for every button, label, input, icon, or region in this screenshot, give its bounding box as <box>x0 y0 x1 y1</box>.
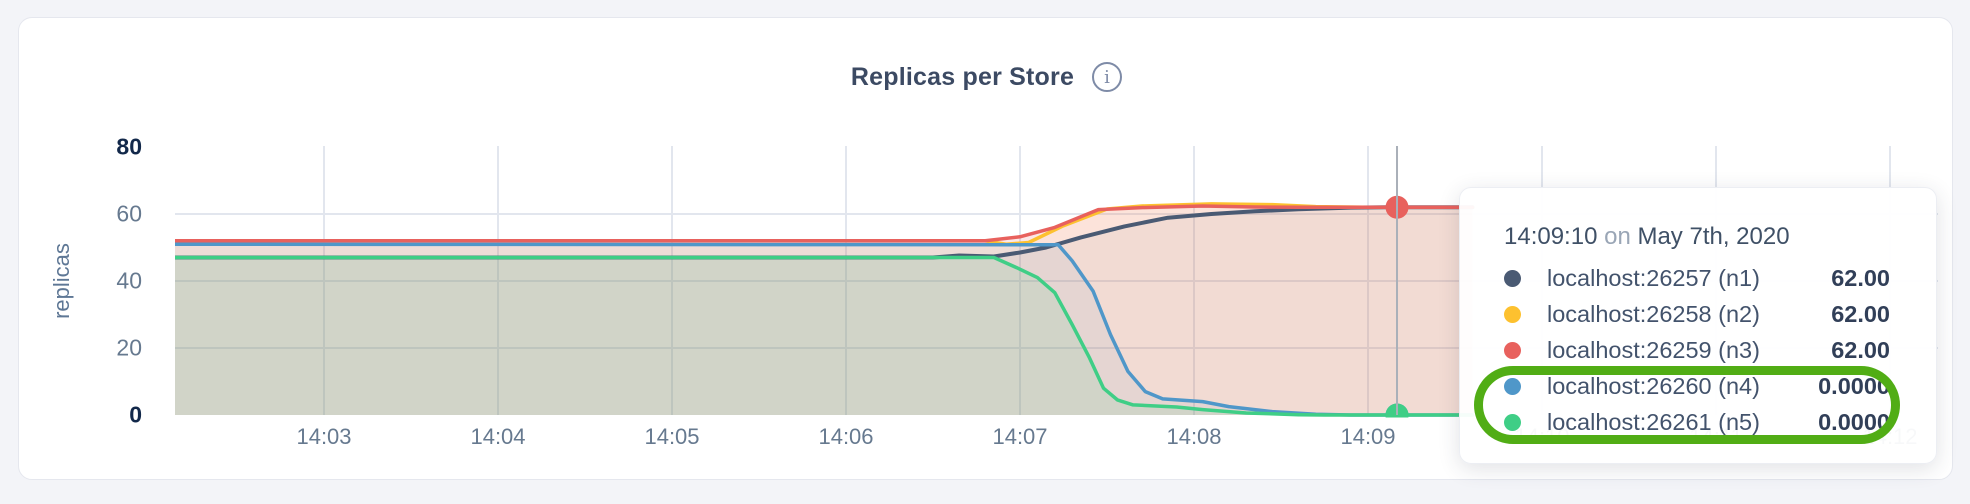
tooltip-time: 14:09:10 <box>1504 223 1598 250</box>
tooltip-row: localhost:26259 (n3) 62.00 <box>1504 332 1890 368</box>
tooltip-date: May 7th, 2020 <box>1637 223 1790 250</box>
series-color-dot <box>1504 305 1521 323</box>
series-color-dot <box>1504 377 1521 395</box>
chart-header: Replicas per Store i <box>19 62 1954 92</box>
x-tick-label: 14:08 <box>1166 424 1222 449</box>
series-area <box>175 244 1473 415</box>
x-tick-label: 14:06 <box>818 424 874 449</box>
tooltip-row: localhost:26260 (n4) 0.0000 <box>1504 368 1890 404</box>
y-tick-label: 80 <box>116 133 142 160</box>
y-tick-label: 40 <box>116 267 142 294</box>
series-label: localhost:26258 (n2) <box>1547 300 1760 327</box>
series-color-dot <box>1504 413 1521 431</box>
x-tick-label: 14:05 <box>644 424 700 449</box>
tooltip-rows: localhost:26257 (n1) 62.00 localhost:26258… <box>1504 260 1890 440</box>
x-tick-label: 14:03 <box>296 424 352 449</box>
series-line <box>175 204 1475 243</box>
series-label: localhost:26257 (n1) <box>1547 264 1760 291</box>
hover-tooltip: 14:09:10 on May 7th, 2020 localhost:2625… <box>1459 187 1937 464</box>
x-tick-label: 14:09 <box>1340 424 1396 449</box>
tooltip-connector: on <box>1604 223 1631 250</box>
series-line <box>175 255 1475 417</box>
chart-title: Replicas per Store <box>850 62 1075 91</box>
tooltip-row: localhost:26257 (n1) 62.00 <box>1504 260 1890 296</box>
tooltip-row: localhost:26261 (n5) 0.0000 <box>1504 404 1890 440</box>
series-value: 62.00 <box>1831 264 1890 291</box>
tooltip-header: 14:09:10 on May 7th, 2020 <box>1504 224 1890 250</box>
series-value: 0.0000 <box>1818 408 1890 435</box>
x-tick-label: 14:04 <box>470 424 526 449</box>
series-color-dot <box>1504 341 1521 359</box>
series-value: 62.00 <box>1831 336 1890 363</box>
info-icon[interactable]: i <box>1092 62 1123 92</box>
series-label: localhost:26259 (n3) <box>1547 336 1760 363</box>
series-label: localhost:26261 (n5) <box>1547 408 1760 435</box>
series-label: localhost:26260 (n4) <box>1547 372 1760 399</box>
tooltip-row: localhost:26258 (n2) 62.00 <box>1504 296 1890 332</box>
y-tick-label: 0 <box>129 401 142 428</box>
x-tick-label: 14:07 <box>992 424 1048 449</box>
y-tick-label: 60 <box>116 200 142 227</box>
series-color-dot <box>1504 269 1521 287</box>
series-area <box>175 257 1473 415</box>
y-tick-label: 20 <box>116 334 142 361</box>
series-value: 62.00 <box>1831 300 1890 327</box>
series-value: 0.0000 <box>1818 372 1890 399</box>
